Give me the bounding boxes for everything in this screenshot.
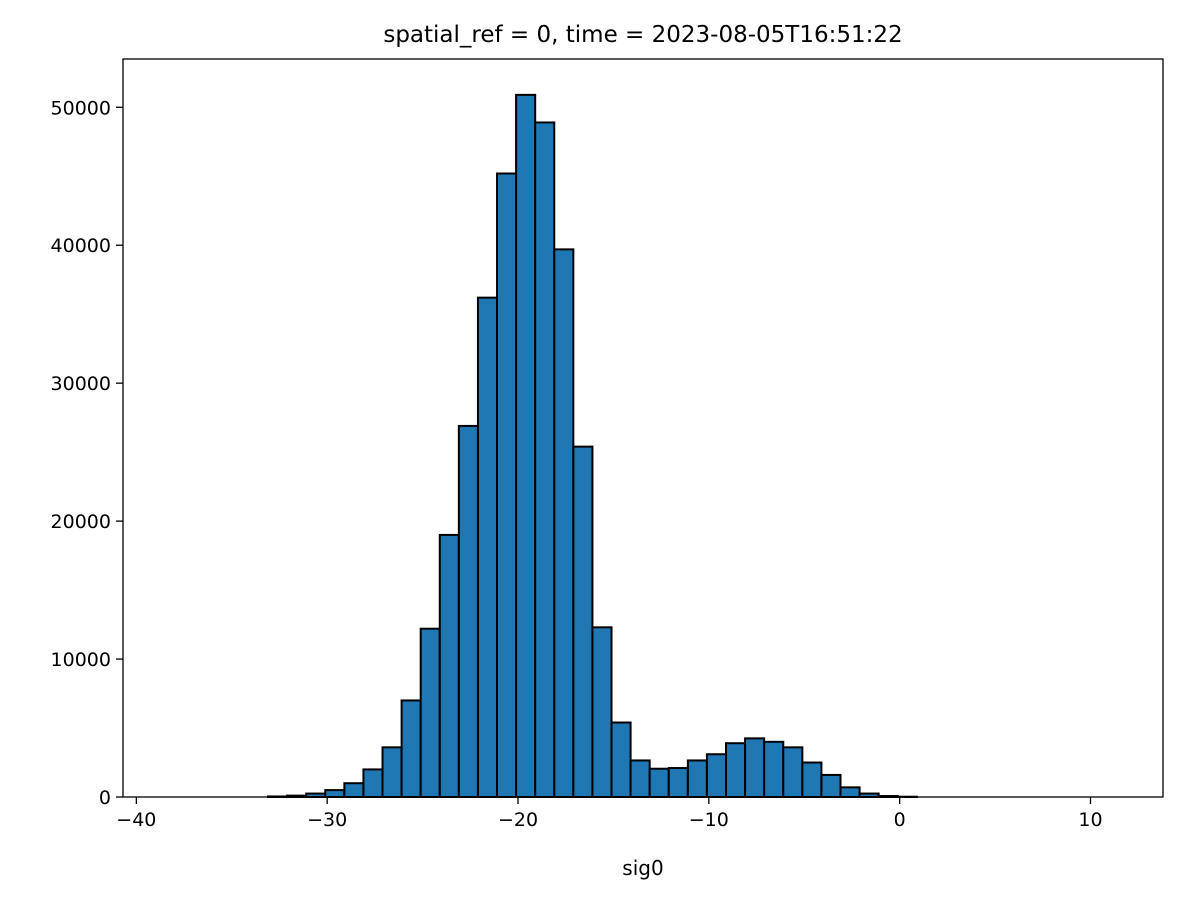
histogram-bar — [610, 721, 632, 798]
histogram-bar — [763, 740, 785, 799]
histogram-bar — [534, 121, 556, 798]
histogram-bar — [705, 753, 728, 798]
histogram-bar — [457, 424, 479, 798]
x-tick-label: −10 — [689, 809, 729, 831]
x-axis-label: sig0 — [622, 856, 663, 880]
histogram-bar — [801, 761, 823, 799]
histogram-bar — [667, 767, 689, 799]
x-tick-label: −40 — [116, 809, 156, 831]
histogram-bar — [629, 759, 651, 799]
histogram-bar — [400, 699, 422, 799]
chart-title: spatial_ref = 0, time = 2023-08-05T16:51… — [383, 22, 902, 48]
histogram-bar — [438, 533, 460, 798]
x-axis-ticks: −40 −30 −20 −10 0 10 — [116, 797, 1103, 831]
y-tick-label: 20000 — [51, 511, 111, 533]
histogram-bar — [496, 172, 518, 798]
y-tick-label: 40000 — [51, 235, 111, 257]
histogram-bar — [476, 296, 499, 798]
histogram-bar — [419, 627, 441, 799]
histogram-bars — [267, 93, 918, 799]
histogram-bar — [381, 746, 403, 799]
histogram-bar — [343, 782, 365, 799]
histogram-bar — [515, 93, 537, 798]
y-tick-label: 0 — [99, 787, 111, 809]
histogram-bar — [725, 742, 747, 798]
y-axis-ticks: 0 10000 20000 30000 40000 50000 — [51, 97, 123, 809]
histogram-bar — [744, 737, 766, 799]
histogram-bar — [839, 786, 861, 799]
y-tick-label: 50000 — [51, 97, 111, 119]
x-tick-label: 10 — [1078, 809, 1102, 831]
y-tick-label: 10000 — [51, 649, 111, 671]
histogram-bar — [324, 789, 346, 798]
histogram-bar — [591, 626, 613, 798]
histogram-bar — [820, 773, 842, 798]
histogram-bar — [572, 445, 594, 798]
x-tick-label: −30 — [307, 809, 347, 831]
histogram-bar — [362, 768, 384, 798]
histogram-bar — [686, 759, 708, 799]
x-tick-label: −20 — [498, 809, 538, 831]
x-tick-label: 0 — [894, 809, 906, 831]
histogram-bar — [553, 248, 575, 798]
histogram-bar — [782, 746, 804, 799]
plot-frame — [122, 58, 1164, 798]
y-tick-label: 30000 — [51, 373, 111, 395]
histogram-bar — [648, 767, 670, 799]
